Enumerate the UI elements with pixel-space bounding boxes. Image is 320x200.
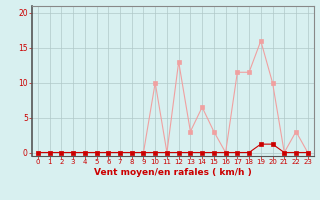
X-axis label: Vent moyen/en rafales ( km/h ): Vent moyen/en rafales ( km/h ) [94, 168, 252, 177]
